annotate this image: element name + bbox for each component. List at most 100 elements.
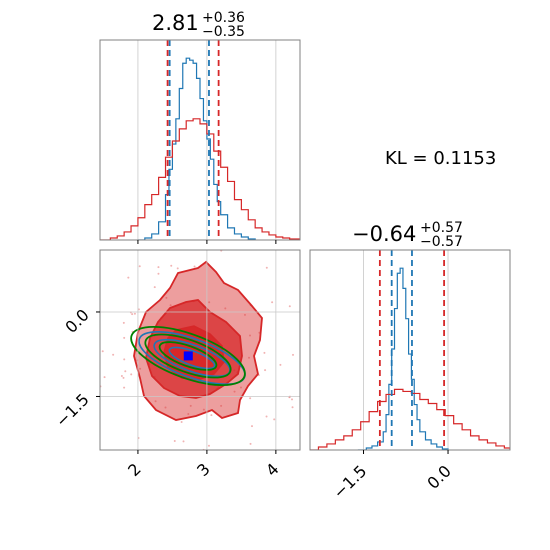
scatter-point [123, 336, 126, 339]
y-ticks: 0.0 −1.5 [52, 305, 100, 431]
scatter-point [193, 265, 196, 268]
scatter-point [93, 376, 95, 378]
scatter-point [273, 418, 276, 421]
bottom-right-histogram: −1.5 0.0 −0.64 +0.57 −0.57 [309, 220, 511, 502]
scatter-point [202, 408, 205, 411]
scatter-point [249, 442, 252, 445]
truth-marker [183, 351, 193, 361]
scatter-point [138, 265, 141, 268]
scatter-point [248, 356, 251, 359]
scatter-point [101, 350, 104, 353]
scatter-point [271, 301, 274, 304]
title-lower: −0.35 [202, 24, 245, 40]
scatter-point [165, 296, 168, 299]
scatter-point [208, 301, 211, 304]
scatter-point [95, 327, 97, 329]
histogram-series-0 [137, 57, 256, 240]
scatter-point [164, 406, 167, 409]
scatter-point [264, 369, 267, 372]
scatter-point [224, 307, 227, 310]
histogram-series-0 [357, 267, 449, 450]
scatter-point [120, 374, 123, 377]
scatter-point [279, 363, 282, 366]
x-ticks [137, 240, 277, 244]
scatter-point [123, 358, 126, 361]
scatter-point [263, 351, 266, 354]
scatter-point [187, 413, 190, 416]
scatter-point [292, 353, 295, 356]
quantile-lines [166, 40, 220, 240]
green-contours [130, 325, 246, 387]
scatter-point [173, 439, 176, 442]
scatter-point [210, 414, 213, 417]
y-tick-label: 0.0 [61, 305, 92, 336]
x-tick-label: 3 [193, 459, 214, 480]
scatter-point [249, 397, 252, 400]
scatter-point [122, 376, 125, 379]
axes-frame [99, 39, 301, 241]
series-group [100, 57, 300, 240]
axes-frame [99, 249, 301, 451]
scatter-point [180, 420, 183, 423]
title-value: −0.64 [352, 222, 416, 246]
scatter-point [233, 390, 236, 393]
scatter-point [157, 272, 160, 275]
scatter-point [176, 267, 179, 270]
series-group [310, 267, 510, 450]
scatter-point [291, 398, 294, 401]
y-tick-label: −1.5 [52, 390, 93, 431]
x-tick-label: 4 [262, 459, 283, 480]
scatter-point [133, 312, 136, 315]
scatter-point [86, 376, 88, 378]
scatter-point [265, 415, 268, 418]
bottom-left-contour: 2 3 4 0.0 −1.5 [52, 249, 301, 480]
scatter-point [291, 406, 294, 409]
scatter-point [137, 308, 140, 311]
kl-label: KL = 0.1153 [385, 148, 496, 169]
scatter-point [189, 404, 192, 407]
scatter-point [153, 286, 156, 289]
scatter-point [265, 266, 268, 269]
scatter-point [122, 321, 125, 324]
grid [363, 250, 449, 450]
scatter-point [220, 404, 223, 407]
x-tick-label: −1.5 [329, 461, 370, 502]
x-ticks: 2 3 4 [124, 450, 283, 480]
top-left-histogram: 2.81 +0.36 −0.35 [99, 10, 301, 244]
scatter-point [183, 453, 185, 455]
scatter-point [243, 313, 246, 316]
scatter-point [157, 266, 160, 269]
axes-frame [309, 249, 511, 451]
scatter-point [154, 400, 157, 403]
title-lower: −0.57 [420, 234, 463, 250]
scatter-point [170, 264, 173, 267]
quantile-lines [378, 250, 445, 450]
scatter-point [182, 440, 185, 443]
grid [137, 40, 277, 240]
scatter-point [131, 313, 134, 316]
x-tick-label: 0.0 [423, 461, 454, 492]
grid [100, 250, 300, 450]
scatter-point [250, 425, 253, 428]
scatter-point [288, 305, 291, 308]
histogram-series-1 [100, 118, 300, 240]
scatter-point [239, 386, 242, 389]
scatter-point [207, 444, 210, 447]
scatter-point [169, 304, 172, 307]
x-tick-label: 2 [124, 459, 145, 480]
scatter-point [124, 370, 127, 373]
histogram-series-1 [310, 388, 510, 450]
scatter-point [103, 376, 106, 379]
x-ticks: −1.5 0.0 [329, 450, 455, 502]
scatter-point [90, 324, 92, 326]
scatter-point [130, 373, 133, 376]
title-upper: +0.36 [202, 10, 245, 26]
scatter-point [123, 386, 126, 389]
title-upper: +0.57 [420, 220, 463, 236]
scatter-point [112, 353, 115, 356]
title-value: 2.81 [152, 11, 199, 35]
scatter-point [139, 367, 142, 370]
scatter-point [249, 334, 252, 337]
scatter-point [127, 276, 130, 279]
